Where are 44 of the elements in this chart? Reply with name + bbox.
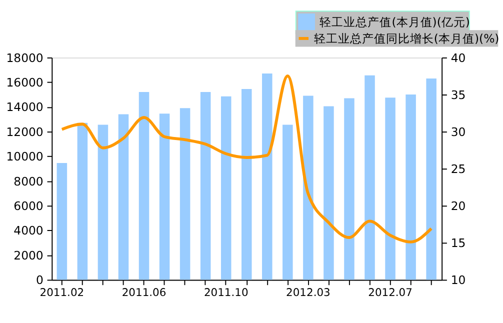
- y2-tick-label: 20: [450, 199, 466, 214]
- y-tick-label: 6000: [14, 199, 44, 214]
- bar: [303, 96, 314, 280]
- bar: [262, 74, 272, 280]
- y2-tick-label: 35: [450, 88, 466, 102]
- y-tick-label: 0: [36, 273, 44, 288]
- bar: [364, 75, 375, 280]
- bar: [77, 122, 88, 280]
- bar: [324, 106, 334, 280]
- bar: [220, 96, 232, 280]
- y-tick-label: 4000: [14, 224, 44, 238]
- y2-tick-label: 25: [450, 162, 466, 176]
- bar: [344, 98, 354, 280]
- bar: [200, 92, 211, 280]
- bar: [385, 98, 396, 280]
- bar: [241, 88, 252, 280]
- bar: [56, 163, 68, 280]
- legend-label: 轻工业总产值(本月值)(亿元): [320, 14, 470, 29]
- y2-tick-label: 30: [450, 124, 466, 139]
- line-series: [60, 74, 433, 244]
- y-tick-label: 10000: [6, 150, 44, 164]
- bar: [426, 78, 436, 280]
- y2-tick-label: 40: [450, 50, 466, 65]
- x-tick-label: 2011.10: [204, 286, 248, 299]
- bar: [406, 94, 416, 280]
- y-tick-label: 2000: [14, 248, 44, 262]
- y-tick-label: 16000: [6, 76, 44, 90]
- x-tick-label: 2011.02: [40, 286, 84, 299]
- x-tick-label: 2012.07: [368, 286, 412, 299]
- y-tick-label: 14000: [6, 100, 44, 114]
- y-tick-label: 12000: [6, 124, 44, 139]
- bar: [118, 114, 129, 280]
- y-tick-label: 18000: [6, 50, 44, 65]
- y2-tick-label: 15: [450, 236, 466, 250]
- x-tick-label: 2012.03: [286, 286, 330, 299]
- y2-tick-label: 10: [450, 273, 466, 288]
- x-tick-label: 2011.06: [122, 286, 166, 299]
- y-tick-label: 8000: [14, 174, 44, 188]
- bar: [180, 108, 190, 280]
- bar: [98, 124, 108, 280]
- bar: [282, 124, 293, 280]
- legend-label: 轻工业总产值同比增长(本月值)(%): [314, 31, 500, 46]
- bar: [138, 92, 150, 280]
- bar: [159, 114, 170, 280]
